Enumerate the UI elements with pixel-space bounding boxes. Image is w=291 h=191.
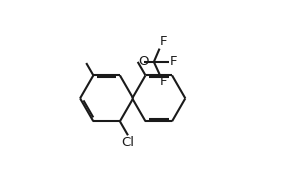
Text: Cl: Cl (121, 136, 134, 149)
Text: O: O (139, 55, 149, 68)
Text: F: F (160, 75, 168, 88)
Text: F: F (170, 55, 177, 68)
Text: F: F (160, 35, 168, 48)
